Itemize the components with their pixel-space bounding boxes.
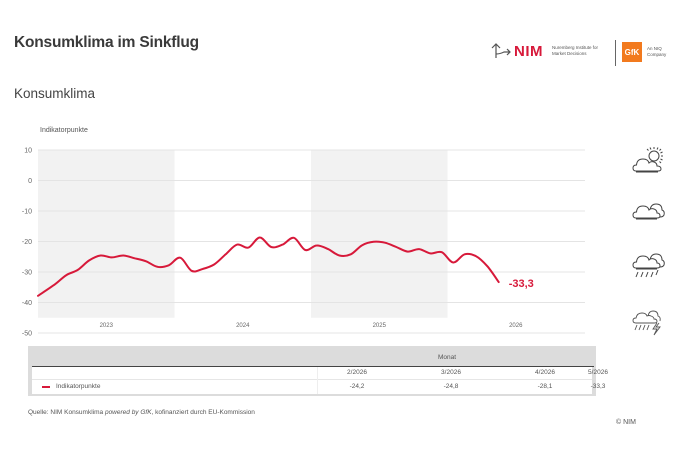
table-body <box>32 366 592 394</box>
column-separator <box>317 367 318 394</box>
table-cell: -24,2 <box>349 383 365 390</box>
table-cell: -33,3 <box>590 383 606 390</box>
source-note: Quelle: NIM Konsumklima powered by GfK, … <box>28 409 255 416</box>
x-axis-year-labels: 2023 2024 2025 2026 <box>100 323 524 329</box>
y-axis-label: Indikatorpunkte <box>40 127 88 134</box>
table-col-header: 3/2026 <box>441 369 461 376</box>
table-col-header: 4/2026 <box>535 369 555 376</box>
logo-divider <box>615 40 616 66</box>
x-year-label: 2023 <box>100 323 114 329</box>
source-italic: powered by GfK <box>104 409 152 416</box>
page-title: Konsumklima im Sinkflug <box>14 34 199 51</box>
year-band-2023 <box>38 150 175 318</box>
y-tick-label: -10 <box>22 209 32 216</box>
x-year-label: 2025 <box>373 323 387 329</box>
table-cell: -24,8 <box>443 383 459 390</box>
gfk-logo: GfK <box>622 42 642 62</box>
table-col-header: 2/2026 <box>347 369 367 376</box>
y-tick-label: -30 <box>22 270 32 277</box>
y-tick-label: 0 <box>28 178 32 185</box>
rain-cloud-icon <box>632 250 666 285</box>
gridlines <box>38 149 585 334</box>
source-suffix: , kofinanziert durch EU-Kommission <box>151 409 255 416</box>
table-group-header: Monat <box>438 354 457 361</box>
copyright: © NIM <box>616 419 636 426</box>
gfk-logo-subtitle: An NIQ Company <box>647 46 667 57</box>
line-chart: 10 0 -10 -20 -30 -40 -50 2023 2024 2025 2026 Indi… <box>22 127 585 338</box>
thunderstorm-icon <box>632 308 666 341</box>
legend-swatch-indikatorpunkte <box>42 386 50 388</box>
end-value-label: -33,3 <box>509 278 534 290</box>
table-header-rule <box>32 366 594 367</box>
y-tick-label: -40 <box>22 300 32 307</box>
chart-subtitle: Konsumklima <box>14 86 96 101</box>
x-year-label: 2024 <box>236 323 250 329</box>
y-tick-label: -50 <box>22 331 32 338</box>
logo-area: NIM Nuremberg Institute for Market Decis… <box>490 38 670 68</box>
nim-logo-subtitle: Nuremberg Institute for Market Decisions <box>552 45 599 56</box>
y-axis-ticks: 10 0 -10 -20 -30 -40 -50 <box>22 148 32 338</box>
x-year-label: 2026 <box>509 323 523 329</box>
table-row-rule <box>32 379 592 380</box>
series-line-indikatorpunkte <box>37 236 500 297</box>
cloud-icon <box>632 198 666 227</box>
year-bands <box>38 150 448 318</box>
table-row-label: Indikatorpunkte <box>56 383 101 390</box>
y-tick-label: 10 <box>24 148 32 155</box>
data-table: Monat 2/2026 3/2026 4/2026 Indikatorpunk… <box>28 346 608 396</box>
table-col-header: 5/2026 <box>588 369 608 376</box>
table-cell: -28,1 <box>537 383 553 390</box>
nim-logo: NIM <box>514 43 543 60</box>
source-prefix: Quelle: NIM Konsumklima <box>28 409 105 416</box>
nim-arrow-icon <box>491 43 511 58</box>
year-band-2025 <box>311 150 448 318</box>
sun-cloud-icon <box>632 146 666 179</box>
y-tick-label: -20 <box>22 239 32 246</box>
